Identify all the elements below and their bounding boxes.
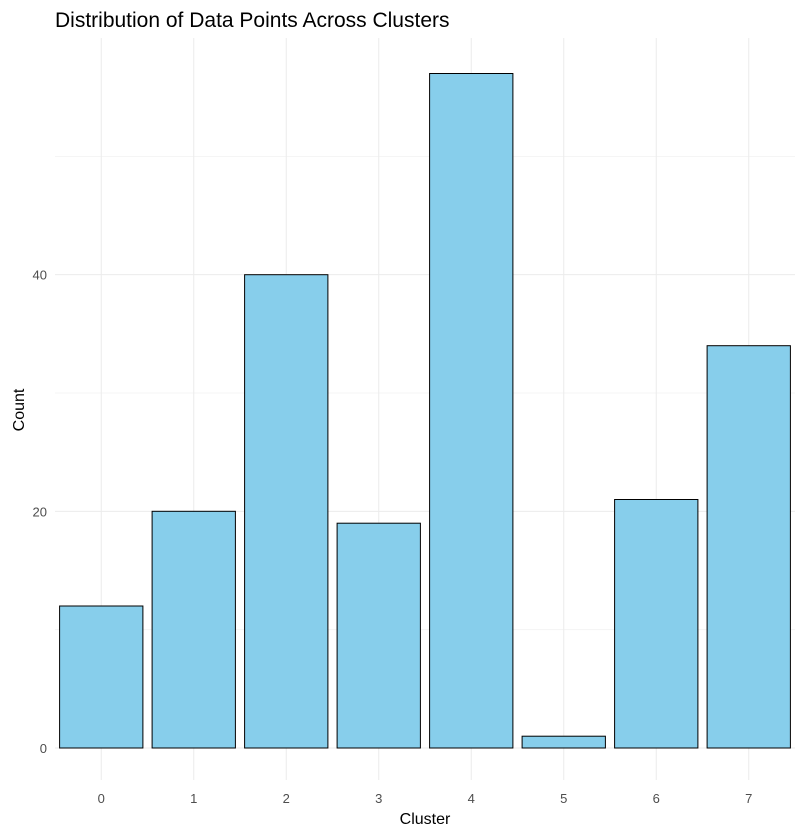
x-tick-label: 0 [98, 791, 105, 806]
x-axis-title: Cluster [400, 811, 451, 828]
x-axis-ticks: 0 1 2 3 4 5 6 7 [98, 791, 753, 806]
y-tick-label: 40 [33, 268, 47, 283]
x-tick-label: 4 [468, 791, 475, 806]
x-tick-label: 7 [745, 791, 752, 806]
x-tick-label: 3 [375, 791, 382, 806]
y-axis-ticks: 0 20 40 [33, 268, 47, 756]
bar-cluster-6 [614, 499, 699, 749]
bar-cluster-1 [151, 510, 236, 749]
bar-cluster-5 [521, 735, 606, 749]
bar-cluster-3 [336, 522, 421, 749]
bar-cluster-4 [429, 73, 514, 749]
y-tick-label: 20 [33, 504, 47, 519]
bar-cluster-2 [244, 274, 329, 749]
x-tick-label: 5 [560, 791, 567, 806]
x-tick-label: 1 [190, 791, 197, 806]
bar-cluster-7 [706, 345, 791, 749]
bar-cluster-0 [59, 605, 144, 749]
x-tick-label: 6 [653, 791, 660, 806]
y-axis-title: Count [11, 388, 28, 431]
y-tick-label: 0 [40, 741, 47, 756]
bars-group [59, 73, 791, 749]
chart-title: Distribution of Data Points Across Clust… [55, 9, 450, 32]
x-tick-label: 2 [283, 791, 290, 806]
